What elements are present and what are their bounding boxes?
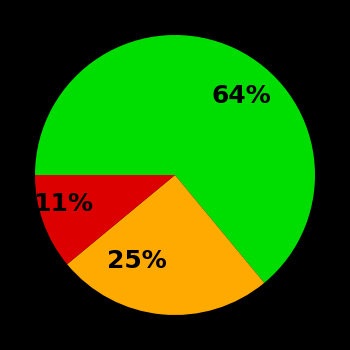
Wedge shape [35, 175, 175, 264]
Text: 64%: 64% [212, 84, 272, 108]
Text: 25%: 25% [107, 250, 167, 273]
Wedge shape [35, 35, 315, 283]
Wedge shape [67, 175, 264, 315]
Text: 11%: 11% [33, 193, 93, 216]
